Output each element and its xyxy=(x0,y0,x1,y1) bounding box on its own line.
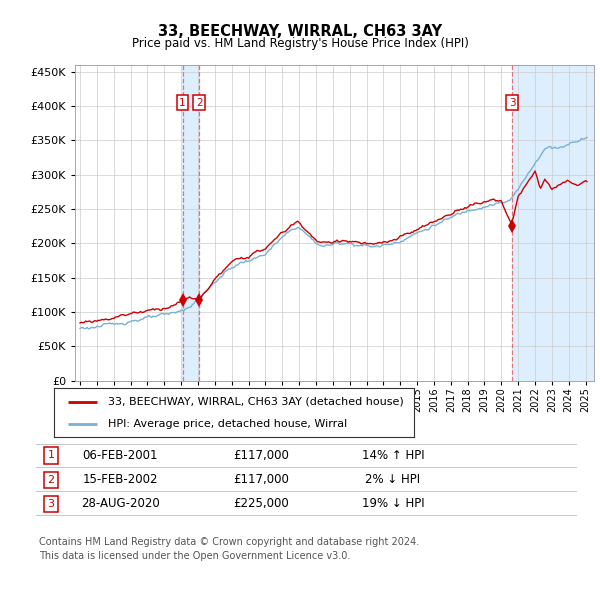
Text: 3: 3 xyxy=(47,499,55,509)
Text: 1: 1 xyxy=(179,97,186,107)
Text: 33, BEECHWAY, WIRRAL, CH63 3AY: 33, BEECHWAY, WIRRAL, CH63 3AY xyxy=(158,24,442,38)
Text: £225,000: £225,000 xyxy=(233,497,289,510)
Text: 15-FEB-2002: 15-FEB-2002 xyxy=(82,473,158,486)
Bar xyxy=(182,65,200,381)
Text: 1: 1 xyxy=(47,451,55,460)
Text: Contains HM Land Registry data © Crown copyright and database right 2024.: Contains HM Land Registry data © Crown c… xyxy=(39,537,419,546)
Text: 06-FEB-2001: 06-FEB-2001 xyxy=(82,449,158,462)
Text: HPI: Average price, detached house, Wirral: HPI: Average price, detached house, Wirr… xyxy=(108,419,347,429)
Text: 2: 2 xyxy=(47,475,55,484)
Bar xyxy=(512,65,600,381)
Text: 2% ↓ HPI: 2% ↓ HPI xyxy=(365,473,421,486)
Text: This data is licensed under the Open Government Licence v3.0.: This data is licensed under the Open Gov… xyxy=(39,552,350,561)
Text: £117,000: £117,000 xyxy=(233,449,289,462)
Text: 2: 2 xyxy=(196,97,203,107)
Text: 19% ↓ HPI: 19% ↓ HPI xyxy=(362,497,424,510)
Text: £117,000: £117,000 xyxy=(233,473,289,486)
Text: Price paid vs. HM Land Registry's House Price Index (HPI): Price paid vs. HM Land Registry's House … xyxy=(131,37,469,50)
Text: 14% ↑ HPI: 14% ↑ HPI xyxy=(362,449,424,462)
Text: 3: 3 xyxy=(509,97,515,107)
Text: 33, BEECHWAY, WIRRAL, CH63 3AY (detached house): 33, BEECHWAY, WIRRAL, CH63 3AY (detached… xyxy=(108,396,404,407)
Text: 28-AUG-2020: 28-AUG-2020 xyxy=(80,497,160,510)
